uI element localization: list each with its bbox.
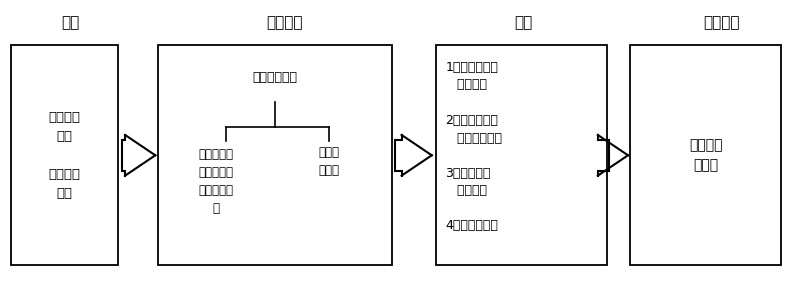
Text: 设备作
业履历: 设备作 业履历 — [318, 146, 339, 177]
Text: 2、产生划痕的
   具体作业机台: 2、产生划痕的 具体作业机台 — [446, 114, 502, 145]
Bar — [630, 45, 782, 266]
Text: 1、产生划伤的
   设备型号: 1、产生划伤的 设备型号 — [446, 61, 498, 91]
Text: 良率分析系统: 良率分析系统 — [252, 71, 298, 84]
Bar — [158, 45, 392, 266]
Text: 输入: 输入 — [61, 15, 79, 30]
Text: 划痕特征
参数

产品批次
信息: 划痕特征 参数 产品批次 信息 — [48, 111, 80, 200]
Text: 4、特征匹配度: 4、特征匹配度 — [446, 219, 498, 232]
Text: 输出: 输出 — [514, 15, 532, 30]
Bar — [10, 45, 118, 266]
Text: 使源头机
台停机: 使源头机 台停机 — [689, 138, 722, 173]
Text: 生产控制: 生产控制 — [703, 15, 740, 30]
Text: 3、产生划痕
   作业时间: 3、产生划痕 作业时间 — [446, 166, 490, 197]
Text: 系统处理: 系统处理 — [266, 15, 303, 30]
Bar — [436, 45, 606, 266]
Text: 机械传送装
置的相关参
数指标数据
库: 机械传送装 置的相关参 数指标数据 库 — [198, 148, 234, 215]
